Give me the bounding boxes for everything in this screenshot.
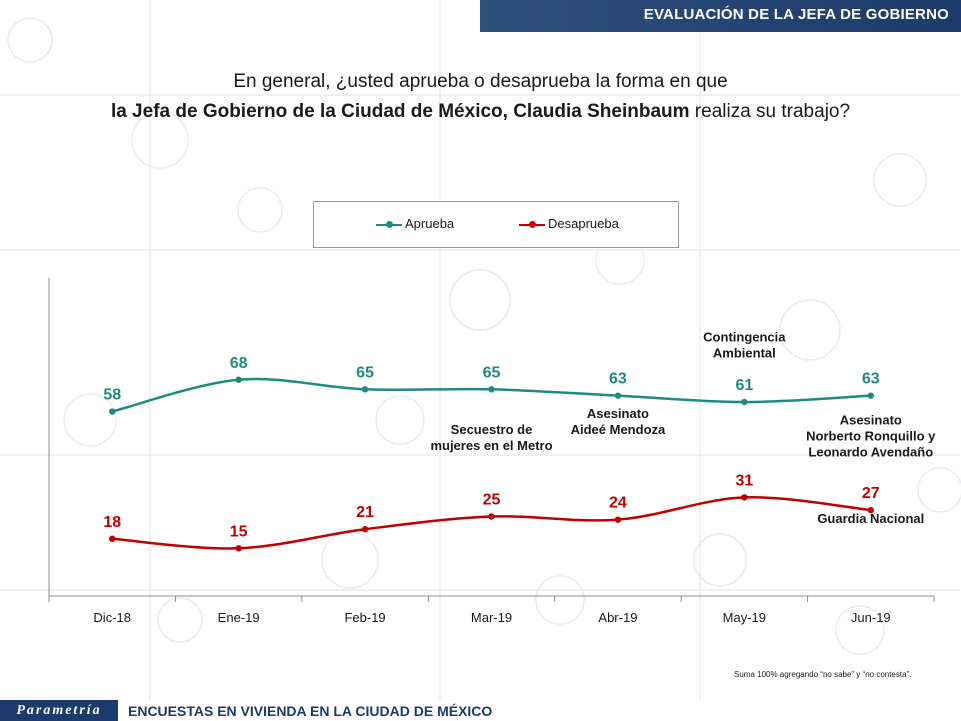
header-title: EVALUACIÓN DE LA JEFA DE GOBIERNO [643,6,949,23]
x-tick-label-feb-19: Feb-19 [344,610,385,625]
legend-label-desaprueba: Desaprueba [548,216,619,231]
event-annotation: Asesinato [587,406,649,421]
data-point-aprueba [109,408,116,415]
data-point-aprueba [235,376,242,383]
data-label-aprueba: 65 [356,364,374,381]
data-point-aprueba [361,386,369,393]
data-label-aprueba: 68 [230,355,248,372]
data-label-desaprueba: 31 [735,472,753,489]
footer-text: ENCUESTAS EN VIVIENDA EN LA CIUDAD DE MÉ… [128,703,493,719]
event-annotation: Asesinato [840,412,902,427]
data-point-aprueba [614,392,622,399]
data-label-desaprueba: 21 [356,504,374,521]
x-tick-label-abr-19: Abr-19 [598,610,637,625]
data-label-desaprueba: 24 [609,495,627,512]
data-point-aprueba [867,392,874,399]
footnote: Suma 100% agregando “no sabe” y “no cont… [734,670,912,679]
data-point-desaprueba [235,545,242,552]
event-annotation: Secuestro de [451,422,533,437]
event-annotation: mujeres en el Metro [430,438,552,453]
data-label-aprueba: 65 [483,364,501,381]
question-line-2-rest: realiza su trabajo? [689,101,851,122]
event-annotation: Guardia Nacional [817,511,924,526]
question-subject: la Jefa de Gobierno de la Ciudad de Méxi… [110,101,690,122]
data-label-desaprueba: 27 [862,485,880,502]
data-point-desaprueba [614,516,622,523]
data-label-desaprueba: 15 [230,523,248,540]
question-line-2: la Jefa de Gobierno de la Ciudad de Méxi… [0,101,961,123]
header-bar: EVALUACIÓN DE LA JEFA DE GOBIERNO [480,0,961,32]
parametria-logo: Parametría [0,700,118,721]
x-tick-label-ene-19: Ene-19 [218,610,260,625]
legend-swatch-aprueba [376,220,402,228]
event-annotation: Ambiental [713,346,776,361]
event-annotation: Leonardo Avendaño [808,444,933,459]
legend-swatch-desaprueba [519,220,545,228]
legend-item-aprueba: Aprueba [376,216,454,231]
data-label-aprueba: 63 [862,371,880,388]
data-point-desaprueba [867,506,874,514]
data-point-aprueba [741,398,748,406]
data-label-aprueba: 61 [735,377,753,394]
footer-bar [0,700,961,721]
data-label-aprueba: 58 [103,387,121,404]
x-tick-label-may-19: May-19 [723,610,766,625]
data-point-aprueba [488,386,495,393]
x-tick-label-mar-19: Mar-19 [471,610,512,625]
x-tick-label-jun-19: Jun-19 [851,610,891,625]
data-point-desaprueba [109,535,116,542]
event-annotation: Contingencia [703,330,786,345]
data-label-desaprueba: 18 [103,514,121,531]
data-point-desaprueba [488,513,495,520]
chart-legend: Aprueba Desaprueba [313,201,679,248]
event-annotation: Aideé Mendoza [571,422,666,437]
data-label-desaprueba: 25 [483,492,501,509]
x-tick-label-dic-18: Dic-18 [93,610,131,625]
series-line-aprueba [111,377,871,413]
event-annotation: Norberto Ronquillo y [806,428,936,443]
data-point-desaprueba [361,526,369,533]
legend-label-aprueba: Aprueba [405,216,455,231]
legend-item-desaprueba: Desaprueba [519,216,619,231]
data-label-aprueba: 63 [609,371,627,388]
question-line-1: En general, ¿usted aprueba o desaprueba … [233,71,728,92]
data-point-desaprueba [741,494,748,501]
